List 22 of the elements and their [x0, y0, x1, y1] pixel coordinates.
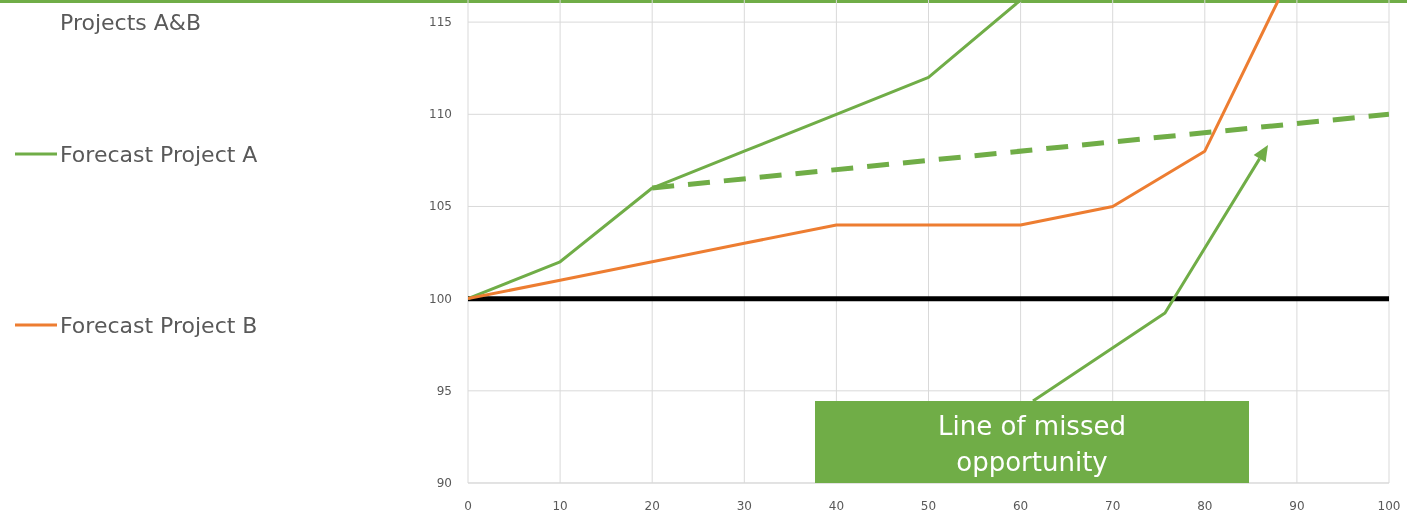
y-tick-label: 105 [429, 199, 452, 214]
x-tick-label: 70 [1105, 499, 1121, 513]
x-tick-label: 90 [1289, 499, 1305, 513]
x-tick-label: 30 [736, 499, 752, 513]
y-tick-label: 100 [429, 291, 452, 306]
text: Projects A&B [60, 10, 202, 35]
x-tick-label: 60 [1012, 499, 1029, 513]
y-tick-label: 110 [429, 107, 452, 122]
x-tick-label: 100 [1377, 499, 1401, 513]
legend-label: Forecast Project B [60, 313, 258, 338]
x-tick-label: 40 [828, 499, 845, 513]
annotation: Line of missed opportunity [938, 411, 1126, 477]
x-tick-label: 10 [552, 499, 568, 513]
x-tick-label: 80 [1197, 499, 1213, 513]
x-tick-label: 50 [920, 499, 937, 513]
y-tick-label: 90 [436, 476, 452, 490]
y-tick-label: 95 [436, 383, 452, 398]
y-tick-label: 115 [429, 15, 452, 30]
x-tick-label: 0 [464, 499, 472, 513]
x-tick-label: 20 [644, 499, 660, 513]
line-series [468, 0, 1280, 301]
legend-label: Forecast Project A [60, 142, 258, 167]
